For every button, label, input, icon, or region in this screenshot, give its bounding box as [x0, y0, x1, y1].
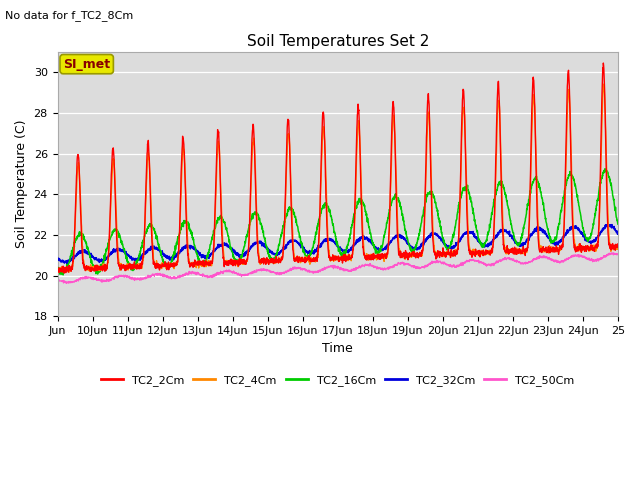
X-axis label: Time: Time	[323, 342, 353, 355]
Legend: TC2_2Cm, TC2_4Cm, TC2_16Cm, TC2_32Cm, TC2_50Cm: TC2_2Cm, TC2_4Cm, TC2_16Cm, TC2_32Cm, TC…	[97, 371, 579, 390]
Text: SI_met: SI_met	[63, 58, 110, 71]
Y-axis label: Soil Temperature (C): Soil Temperature (C)	[15, 120, 28, 248]
Text: No data for f_TC2_8Cm: No data for f_TC2_8Cm	[5, 11, 133, 22]
Title: Soil Temperatures Set 2: Soil Temperatures Set 2	[246, 34, 429, 49]
